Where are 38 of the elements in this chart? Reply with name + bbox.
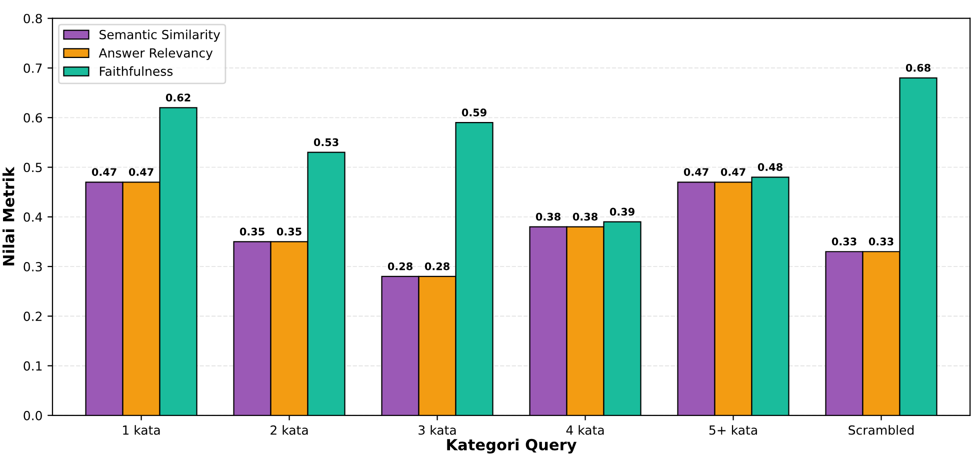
data-label: 0.33 bbox=[868, 238, 894, 246]
data-label: 0.47 bbox=[684, 168, 708, 176]
x-axis-title: Kategori Query bbox=[447, 438, 577, 454]
y-tick-label: 0.3 bbox=[24, 262, 42, 272]
data-label: 0.62 bbox=[166, 94, 190, 102]
data-label: 0.38 bbox=[536, 212, 560, 221]
data-label: 0.28 bbox=[388, 262, 412, 270]
y-tick-label: 0.8 bbox=[24, 14, 42, 24]
legend-label: Semantic Similarity bbox=[100, 30, 220, 42]
data-label: 0.59 bbox=[462, 108, 486, 116]
legend-label: Answer Relevancy bbox=[98, 48, 213, 60]
data-label: 0.48 bbox=[758, 163, 782, 171]
data-label: 0.35 bbox=[240, 228, 264, 236]
y-tick-label: 0.4 bbox=[24, 212, 42, 222]
data-label: 0.68 bbox=[906, 64, 930, 72]
y-axis-title: Nilai Metrik bbox=[2, 166, 14, 266]
y-tick-label: 0.0 bbox=[24, 410, 42, 420]
y-tick-label: 0.5 bbox=[24, 162, 42, 172]
y-tick-label: 0.6 bbox=[24, 113, 42, 123]
legend-label: Faithfulness bbox=[100, 66, 173, 76]
data-label: 0.47 bbox=[128, 168, 154, 176]
y-tick-label: 0.7 bbox=[24, 63, 42, 73]
x-tick-label: 5+ kata bbox=[709, 425, 757, 435]
data-label: 0.38 bbox=[572, 212, 598, 221]
data-label: 0.53 bbox=[314, 138, 338, 146]
y-tick-label: 0.1 bbox=[24, 361, 42, 371]
data-label: 0.47 bbox=[720, 168, 746, 176]
data-label: 0.28 bbox=[424, 262, 450, 270]
data-label: 0.47 bbox=[92, 168, 116, 176]
data-label: 0.39 bbox=[610, 208, 634, 216]
x-tick-label: Scrambled bbox=[848, 425, 914, 435]
data-label: 0.35 bbox=[276, 228, 302, 236]
x-tick-label: 3 kata bbox=[418, 425, 456, 435]
x-tick-label: 2 kata bbox=[270, 425, 308, 435]
data-label: 0.33 bbox=[832, 238, 856, 246]
y-tick-label: 0.2 bbox=[24, 312, 42, 322]
x-tick-label: 4 kata bbox=[566, 425, 604, 435]
x-tick-label: 1 kata bbox=[123, 425, 160, 435]
